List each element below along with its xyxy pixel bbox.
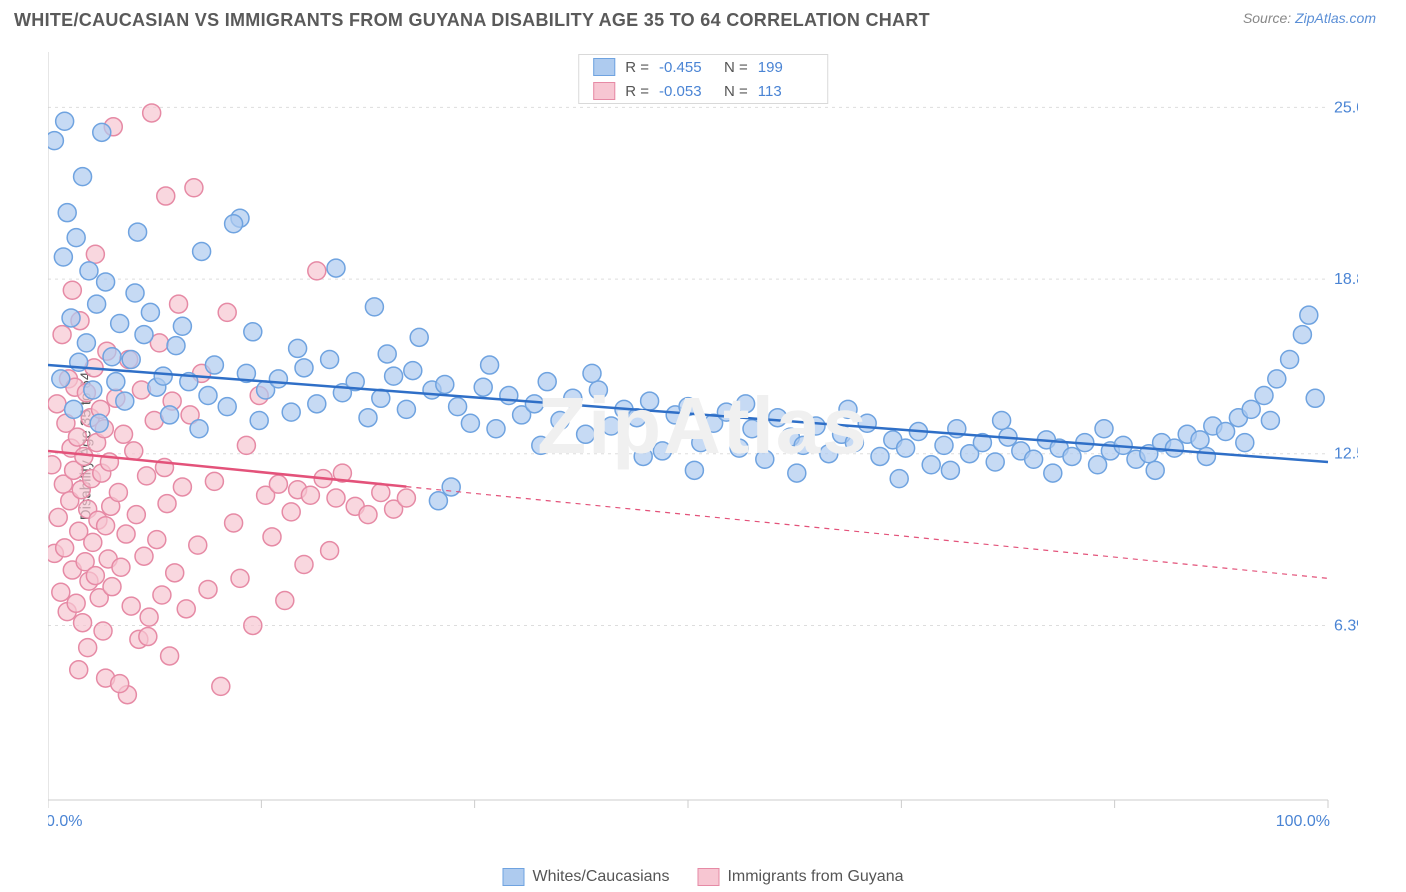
scatter-chart: 6.3% 12.5% 18.8% 25.0% 0.0% 100.0% — [48, 52, 1358, 832]
stats-row-series-2: R = -0.053 N = 113 — [579, 79, 827, 103]
swatch-series-1 — [502, 868, 524, 886]
r-value: -0.455 — [659, 59, 714, 76]
source-link[interactable]: ZipAtlas.com — [1295, 10, 1376, 26]
svg-text:0.0%: 0.0% — [48, 813, 82, 830]
n-label: N = — [724, 83, 748, 100]
n-value: 199 — [758, 59, 813, 76]
svg-text:12.5%: 12.5% — [1334, 446, 1358, 463]
swatch-series-2 — [593, 82, 615, 100]
svg-text:6.3%: 6.3% — [1334, 617, 1358, 634]
source-prefix: Source: — [1243, 10, 1295, 26]
r-value: -0.053 — [659, 83, 714, 100]
svg-text:18.8%: 18.8% — [1334, 271, 1358, 288]
series-name: Whites/Caucasians — [532, 868, 669, 886]
swatch-series-1 — [593, 58, 615, 76]
series-legend: Whites/Caucasians Immigrants from Guyana — [502, 868, 903, 886]
chart-title: WHITE/CAUCASIAN VS IMMIGRANTS FROM GUYAN… — [14, 10, 930, 31]
legend-item-series-2: Immigrants from Guyana — [697, 868, 903, 886]
source-attribution: Source: ZipAtlas.com — [1243, 10, 1376, 26]
svg-text:100.0%: 100.0% — [1276, 813, 1330, 830]
r-label: R = — [625, 59, 649, 76]
legend-item-series-1: Whites/Caucasians — [502, 868, 669, 886]
stats-row-series-1: R = -0.455 N = 199 — [579, 55, 827, 79]
swatch-series-2 — [697, 868, 719, 886]
series-name: Immigrants from Guyana — [727, 868, 903, 886]
r-label: R = — [625, 83, 649, 100]
chart-area: ZipAtlas 6.3%12.5%18.8%25.0%0.0%100.0% — [48, 52, 1358, 832]
svg-text:25.0%: 25.0% — [1334, 99, 1358, 116]
stats-legend: R = -0.455 N = 199 R = -0.053 N = 113 — [578, 54, 828, 104]
n-label: N = — [724, 59, 748, 76]
n-value: 113 — [758, 83, 813, 100]
